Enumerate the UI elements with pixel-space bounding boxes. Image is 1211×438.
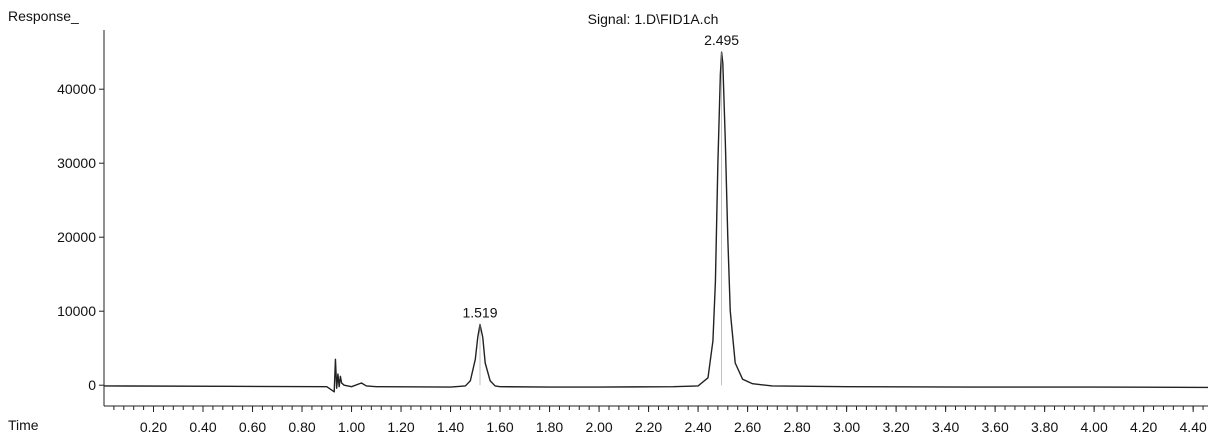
peak-labels: 1.519 2.495 [462, 32, 739, 386]
x-tick-label: 1.00 [338, 419, 365, 435]
x-tick-label: 1.20 [387, 419, 414, 435]
x-tick-label: 1.60 [486, 419, 513, 435]
y-tick-label: 10000 [57, 303, 96, 319]
x-tick-label: 2.80 [783, 419, 810, 435]
peak-label: 2.495 [704, 32, 739, 48]
x-tick-label: 0.20 [140, 419, 167, 435]
x-tick-label: 2.40 [684, 419, 711, 435]
y-tick-label: 40000 [57, 81, 96, 97]
x-tick-label: 2.60 [734, 419, 761, 435]
x-tick-label: 3.00 [833, 419, 860, 435]
y-tick-label: 30000 [57, 155, 96, 171]
x-tick-label: 0.60 [239, 419, 266, 435]
x-tick-label: 2.20 [635, 419, 662, 435]
y-axis-label: Response_ [8, 8, 79, 24]
x-tick-label: 1.40 [437, 419, 464, 435]
x-tick-label: 3.60 [981, 419, 1008, 435]
x-axis-label: Time [8, 417, 39, 433]
axes: 0 10000 20000 30000 40000 0.20 0.40 0.60 0.80 1.0… [57, 30, 1208, 435]
x-tick-label: 1.80 [536, 419, 563, 435]
x-tick-label: 0.40 [189, 419, 216, 435]
y-tick-label: 0 [88, 377, 96, 393]
x-tick-label: 4.00 [1081, 419, 1108, 435]
x-tick-label: 0.80 [288, 419, 315, 435]
plot-area [103, 51, 1209, 393]
x-tick-label: 4.40 [1180, 419, 1207, 435]
peak-label: 1.519 [462, 305, 497, 321]
chart-title: Signal: 1.D\FID1A.ch [587, 11, 719, 27]
y-tick-label: 20000 [57, 229, 96, 245]
signal-trace [103, 51, 1209, 393]
x-tick-label: 4.20 [1130, 419, 1157, 435]
x-tick-label: 3.40 [932, 419, 959, 435]
x-tick-label: 2.00 [585, 419, 612, 435]
x-tick-label: 3.20 [882, 419, 909, 435]
x-tick-label: 3.80 [1031, 419, 1058, 435]
